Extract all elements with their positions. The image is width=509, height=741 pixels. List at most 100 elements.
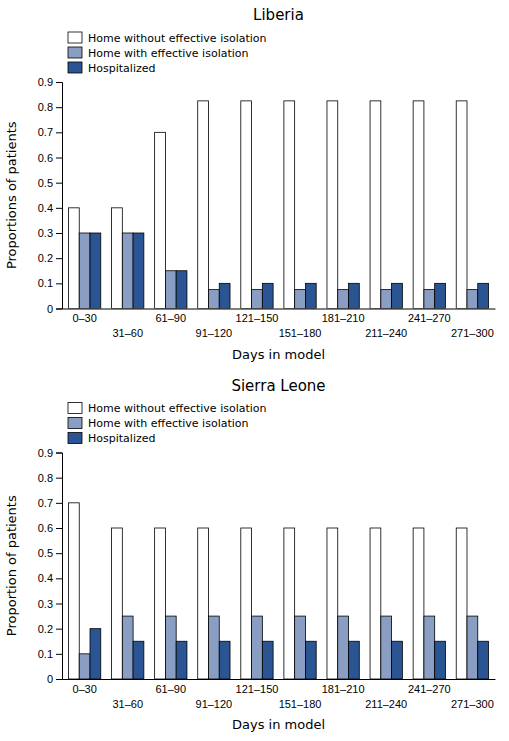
axis-domain bbox=[63, 679, 496, 680]
title: Liberia bbox=[253, 6, 304, 24]
legend-item: Home without effective isolation bbox=[68, 32, 267, 45]
bar bbox=[155, 132, 166, 308]
tick-label: 0.7 bbox=[38, 126, 53, 138]
tick-line bbox=[56, 679, 62, 680]
tick: 0.7 bbox=[38, 126, 62, 138]
legend-swatch bbox=[68, 62, 82, 73]
tick-label: 0–30 bbox=[72, 683, 96, 695]
bar-series bbox=[68, 101, 467, 309]
bar-series bbox=[90, 629, 489, 679]
tick-label: 0.3 bbox=[38, 227, 53, 239]
tick-line bbox=[56, 183, 62, 184]
legend-label: Home without effective isolation bbox=[88, 32, 267, 45]
legend: Home without effective isolation Home wit… bbox=[68, 32, 267, 75]
bar bbox=[424, 616, 435, 679]
tick: 0–30 bbox=[72, 683, 96, 695]
tick: 0.5 bbox=[38, 547, 62, 559]
bar bbox=[392, 283, 403, 308]
panel: Liberia00.10.20.30.40.50.60.70.80.90–303… bbox=[4, 6, 496, 362]
bar bbox=[252, 616, 263, 679]
tick-label: 0.5 bbox=[38, 177, 53, 189]
bars bbox=[68, 101, 488, 309]
tick-line bbox=[56, 503, 62, 504]
tick-line bbox=[56, 283, 62, 284]
tick-label: 0.9 bbox=[38, 447, 53, 459]
tick: 151–180 bbox=[279, 698, 322, 710]
tick: 0.1 bbox=[38, 277, 62, 289]
tick-line bbox=[56, 453, 62, 454]
bar bbox=[90, 233, 101, 309]
bars bbox=[68, 503, 488, 679]
y-axis: 00.10.20.30.40.50.60.70.80.9 bbox=[38, 76, 63, 315]
bar bbox=[122, 616, 133, 679]
tick-line bbox=[56, 309, 62, 310]
y-axis: 00.10.20.30.40.50.60.70.80.9 bbox=[38, 447, 63, 686]
legend-label: Hospitalized bbox=[88, 62, 155, 75]
x-label: Days in model bbox=[232, 347, 325, 362]
tick-label: 0.6 bbox=[38, 522, 53, 534]
bar-series bbox=[90, 233, 489, 309]
tick-label: 211–240 bbox=[365, 698, 407, 710]
bar bbox=[295, 616, 306, 679]
tick-label: 211–240 bbox=[365, 327, 407, 339]
tick-label: 0.2 bbox=[38, 252, 53, 264]
bar bbox=[413, 528, 424, 679]
tick-line bbox=[56, 629, 62, 630]
tick: 0.9 bbox=[38, 76, 62, 88]
bar bbox=[133, 233, 144, 309]
tick: 0 bbox=[47, 673, 62, 685]
tick: 0.3 bbox=[38, 227, 62, 239]
bar bbox=[327, 101, 338, 309]
x-label: Days in model bbox=[232, 717, 325, 732]
bar bbox=[381, 290, 392, 309]
tick: 0.2 bbox=[38, 623, 62, 635]
bar bbox=[370, 101, 381, 309]
axis-domain bbox=[63, 309, 496, 310]
tick-label: 0.5 bbox=[38, 547, 53, 559]
tick-label: 151–180 bbox=[279, 327, 322, 339]
legend-item: Hospitalized bbox=[68, 62, 155, 75]
legend-swatch bbox=[68, 47, 82, 58]
tick-label: 0.1 bbox=[38, 277, 53, 289]
tick-label: 0 bbox=[47, 303, 53, 315]
tick: 211–240 bbox=[365, 327, 407, 339]
tick: 0.5 bbox=[38, 177, 62, 189]
bar bbox=[478, 283, 489, 308]
bar bbox=[252, 290, 263, 309]
tick: 121–150 bbox=[236, 312, 279, 324]
tick-label: 241–270 bbox=[408, 312, 451, 324]
bar bbox=[176, 271, 187, 309]
bar bbox=[478, 641, 489, 679]
tick-label: 61–90 bbox=[155, 683, 186, 695]
bar bbox=[305, 641, 316, 679]
legend-item: Home with effective isolation bbox=[68, 47, 249, 60]
bar bbox=[79, 654, 90, 679]
tick-label: 31–60 bbox=[112, 327, 143, 339]
bar bbox=[284, 101, 295, 309]
bar bbox=[155, 528, 166, 679]
bar-series bbox=[68, 503, 467, 679]
legend-item: Home without effective isolation bbox=[68, 402, 267, 415]
tick: 271–300 bbox=[451, 327, 494, 339]
bar bbox=[68, 208, 79, 309]
tick-line bbox=[56, 107, 62, 108]
tick: 271–300 bbox=[451, 698, 494, 710]
tick-label: 0.6 bbox=[38, 152, 53, 164]
axis-domain bbox=[56, 453, 63, 680]
tick: 181–210 bbox=[322, 312, 365, 324]
bar bbox=[122, 233, 133, 309]
bar bbox=[338, 616, 349, 679]
tick: 0.6 bbox=[38, 522, 62, 534]
legend-label: Home with effective isolation bbox=[88, 47, 249, 60]
bar bbox=[424, 290, 435, 309]
tick: 0.4 bbox=[38, 572, 62, 584]
bar bbox=[208, 290, 219, 309]
bar-series bbox=[79, 616, 478, 679]
tick-label: 181–210 bbox=[322, 312, 365, 324]
tick-line bbox=[56, 578, 62, 579]
bar bbox=[165, 616, 176, 679]
bar bbox=[112, 208, 123, 309]
tick-label: 271–300 bbox=[451, 698, 494, 710]
bar bbox=[133, 641, 144, 679]
plot: 00.10.20.30.40.50.60.70.80.90–3031–6061–… bbox=[38, 447, 496, 710]
